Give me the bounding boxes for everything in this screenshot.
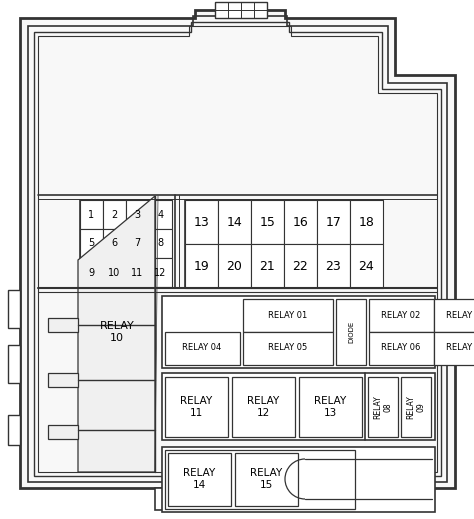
Bar: [162, 447, 435, 512]
Text: RELAY
09: RELAY 09: [406, 395, 426, 419]
Bar: [48, 318, 78, 332]
Text: 20: 20: [227, 260, 242, 272]
Bar: [434, 299, 474, 332]
Text: 14: 14: [227, 215, 242, 228]
Bar: [168, 453, 231, 506]
Text: RELAY 02: RELAY 02: [382, 310, 420, 320]
Bar: [350, 200, 383, 244]
Bar: [215, 2, 267, 18]
Bar: [175, 494, 300, 510]
Bar: [8, 345, 20, 383]
Text: 8: 8: [157, 239, 164, 249]
Bar: [48, 373, 78, 387]
Bar: [103, 200, 126, 229]
Polygon shape: [78, 196, 155, 472]
Bar: [350, 244, 383, 288]
Bar: [48, 425, 78, 439]
Bar: [126, 229, 149, 258]
Bar: [149, 200, 172, 229]
Bar: [218, 200, 251, 244]
Bar: [149, 258, 172, 287]
Bar: [368, 377, 398, 437]
Bar: [243, 299, 333, 332]
Bar: [165, 377, 228, 437]
Bar: [155, 488, 320, 510]
Text: 7: 7: [134, 239, 141, 249]
Text: RELAY 03: RELAY 03: [447, 310, 474, 320]
Text: RELAY 05: RELAY 05: [268, 344, 308, 352]
Text: RELAY
10: RELAY 10: [100, 321, 134, 343]
Bar: [162, 296, 435, 368]
Bar: [336, 299, 366, 365]
Bar: [185, 244, 218, 288]
Bar: [284, 200, 317, 244]
Bar: [369, 299, 434, 332]
Text: 13: 13: [193, 215, 210, 228]
Bar: [284, 244, 317, 288]
Text: RELAY
11: RELAY 11: [180, 396, 212, 418]
Bar: [317, 244, 350, 288]
Bar: [149, 229, 172, 258]
Bar: [80, 229, 103, 258]
Text: DIODE: DIODE: [348, 321, 354, 343]
Bar: [103, 229, 126, 258]
Bar: [235, 453, 298, 506]
Bar: [126, 200, 149, 229]
Text: 21: 21: [260, 260, 275, 272]
Bar: [80, 200, 103, 229]
Text: 3: 3: [135, 210, 141, 220]
Bar: [126, 258, 149, 287]
Text: 4: 4: [157, 210, 164, 220]
Bar: [434, 332, 474, 365]
Bar: [369, 332, 434, 365]
Text: RELAY 04: RELAY 04: [182, 344, 222, 352]
Bar: [401, 377, 431, 437]
Bar: [165, 332, 240, 365]
Bar: [165, 450, 355, 509]
Text: 10: 10: [109, 267, 120, 278]
Text: 18: 18: [358, 215, 374, 228]
Text: RELAY
12: RELAY 12: [247, 396, 279, 418]
Bar: [243, 332, 333, 365]
Bar: [80, 200, 172, 287]
Bar: [299, 377, 362, 437]
Bar: [251, 244, 284, 288]
Bar: [80, 258, 103, 287]
Bar: [232, 377, 295, 437]
Text: RELAY
13: RELAY 13: [314, 396, 346, 418]
Bar: [80, 298, 155, 366]
Text: 1: 1: [89, 210, 94, 220]
Bar: [251, 200, 284, 244]
Bar: [185, 200, 383, 288]
Text: 15: 15: [260, 215, 275, 228]
Bar: [162, 373, 435, 440]
Text: 16: 16: [292, 215, 309, 228]
Bar: [317, 200, 350, 244]
Text: 5: 5: [88, 239, 95, 249]
Text: 2: 2: [111, 210, 118, 220]
Text: RELAY 01: RELAY 01: [268, 310, 308, 320]
Text: 19: 19: [193, 260, 210, 272]
Text: 22: 22: [292, 260, 309, 272]
Polygon shape: [20, 10, 455, 488]
Text: 12: 12: [155, 267, 167, 278]
Bar: [8, 415, 20, 445]
Text: 24: 24: [359, 260, 374, 272]
Bar: [8, 290, 20, 328]
Text: 23: 23: [326, 260, 341, 272]
Text: 11: 11: [131, 267, 144, 278]
Text: RELAY 06: RELAY 06: [381, 344, 421, 352]
Bar: [218, 244, 251, 288]
Text: RELAY
08: RELAY 08: [374, 395, 392, 419]
Text: RELAY 07: RELAY 07: [447, 344, 474, 352]
Bar: [185, 200, 218, 244]
Text: 9: 9: [89, 267, 94, 278]
Text: RELAY
15: RELAY 15: [250, 468, 282, 490]
Text: 17: 17: [326, 215, 341, 228]
Bar: [103, 258, 126, 287]
Text: RELAY
14: RELAY 14: [183, 468, 215, 490]
Text: 6: 6: [111, 239, 118, 249]
